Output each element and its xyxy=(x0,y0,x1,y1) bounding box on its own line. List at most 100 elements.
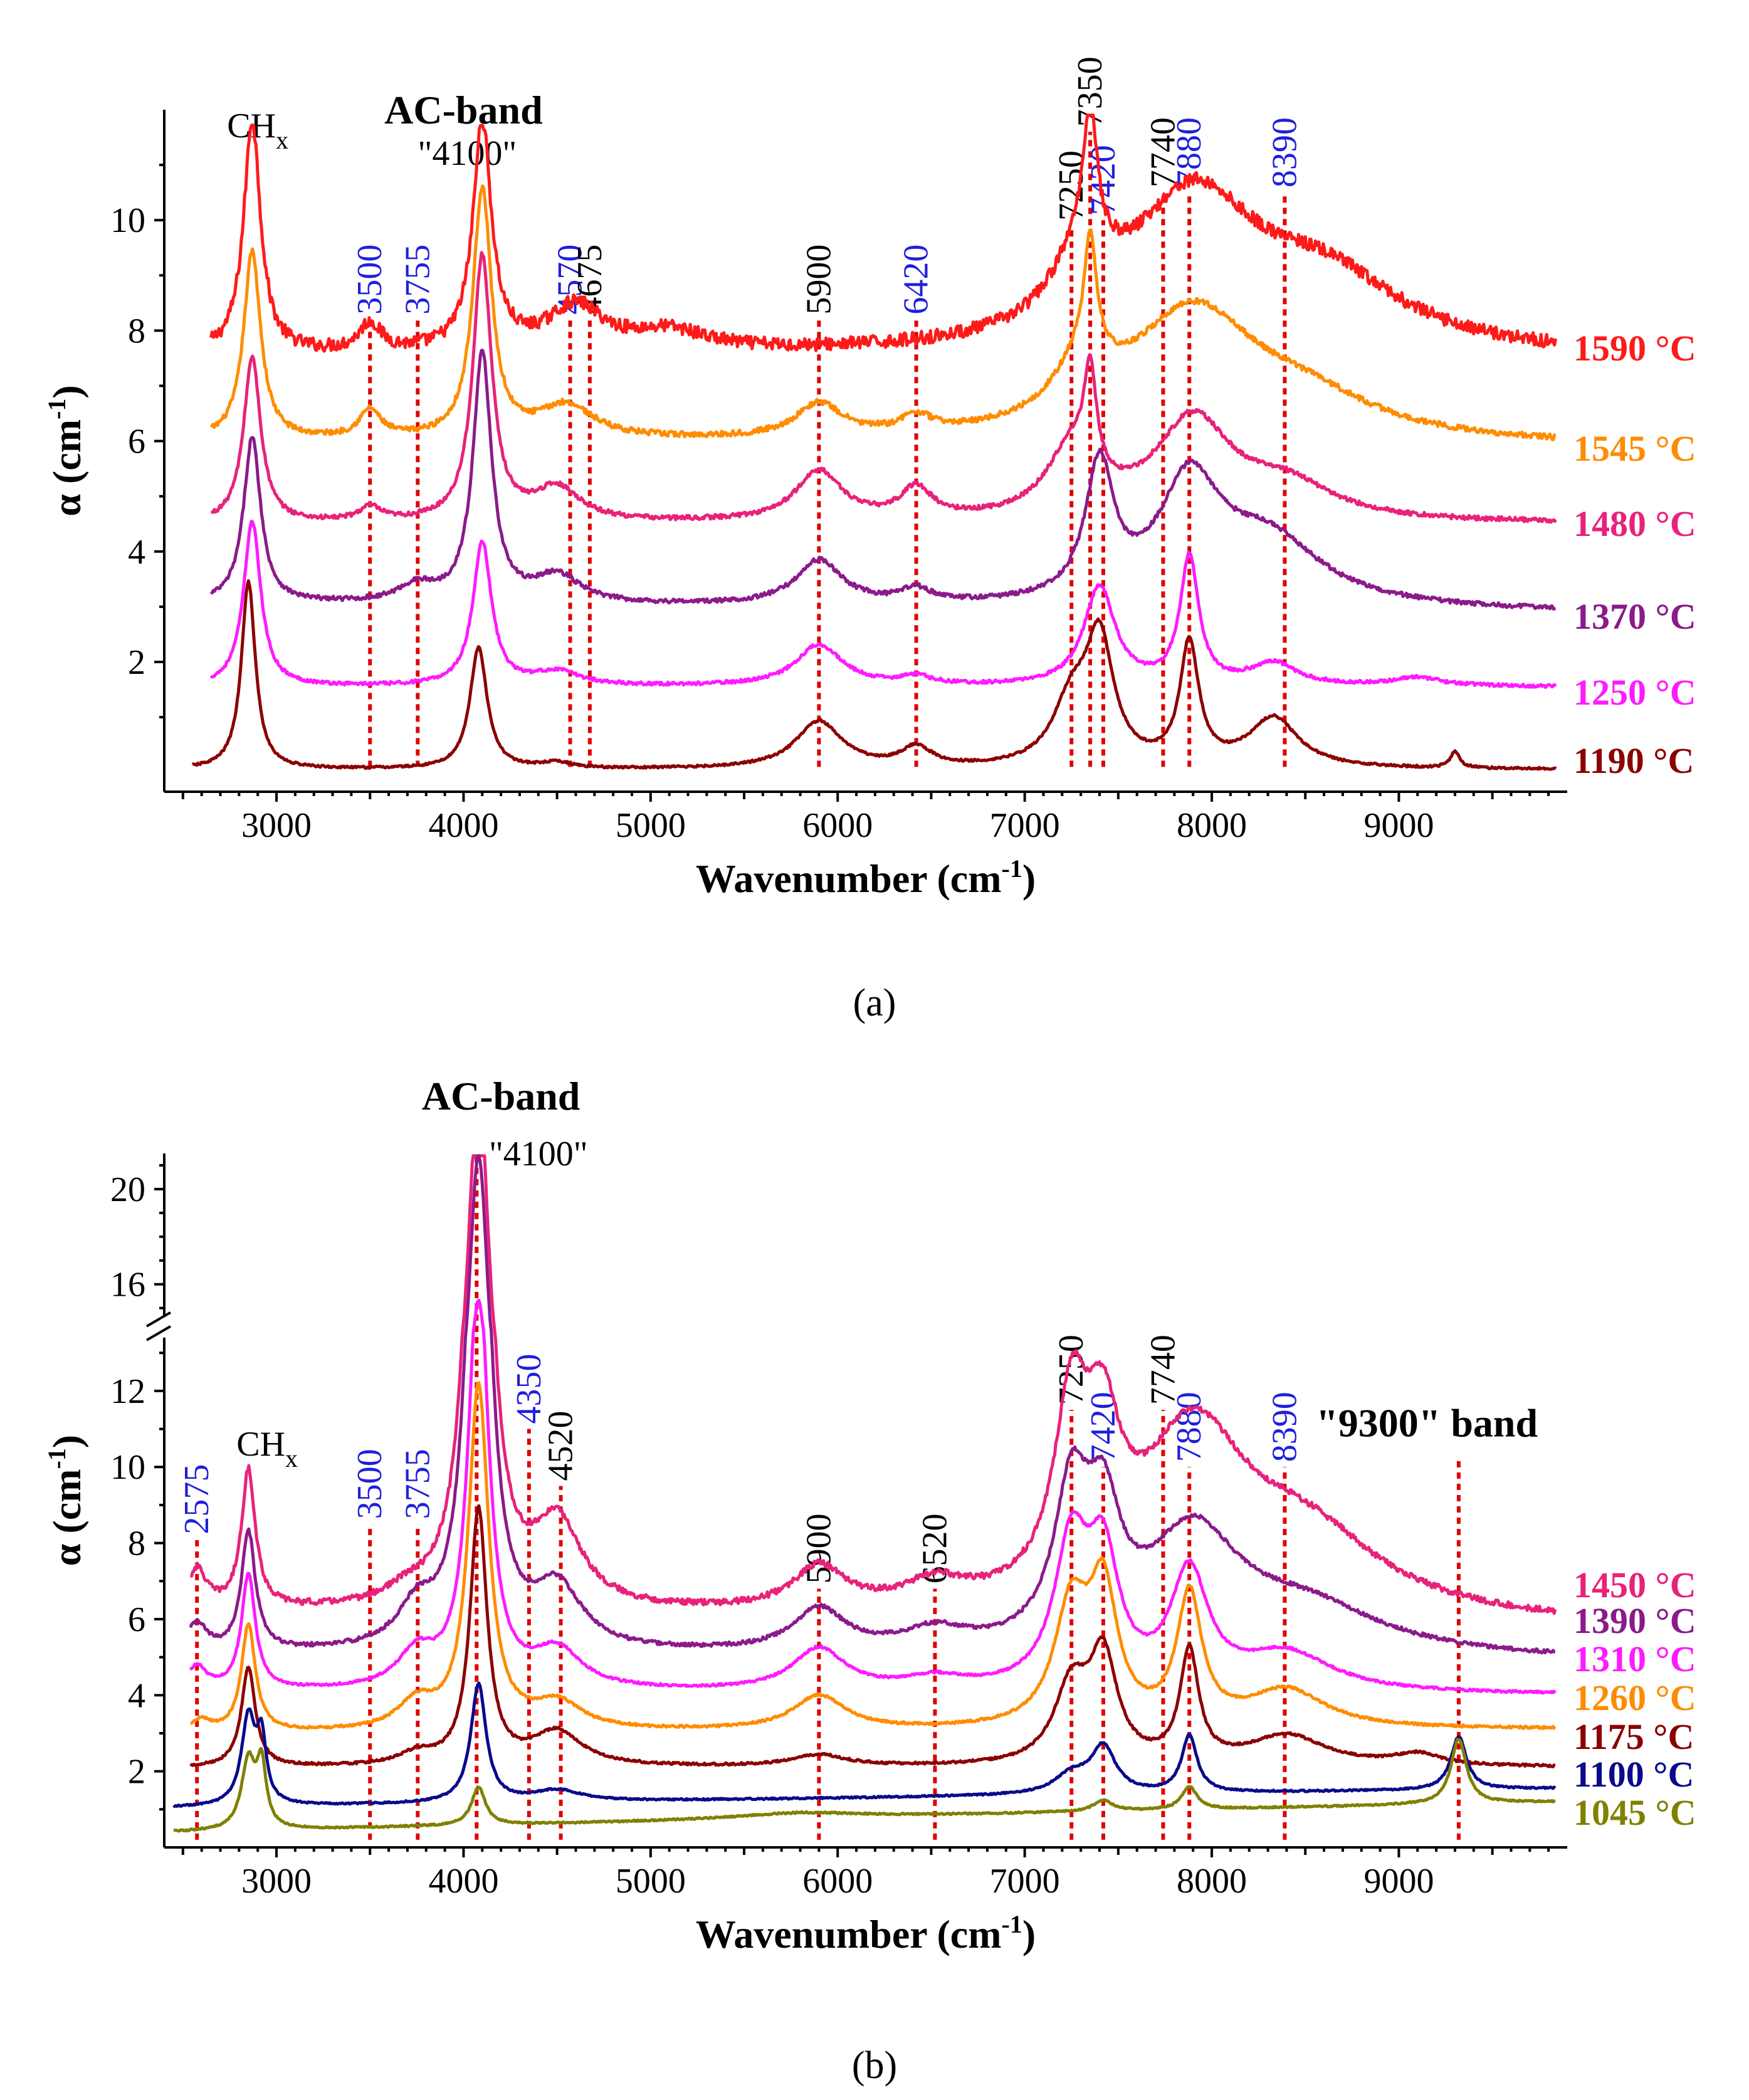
header-label: "9300" band xyxy=(1316,1401,1538,1446)
y-axis-label-text: α (cm xyxy=(45,1469,89,1566)
x-tick-label: 3000 xyxy=(241,1862,312,1901)
series-line-1250 xyxy=(209,520,1557,690)
peak-label-3755: 3755 xyxy=(398,244,437,315)
y-axis-label-close: ) xyxy=(45,385,89,398)
y-axis-label: α (cm-1) xyxy=(43,1435,89,1566)
series-label: 1310 °C xyxy=(1573,1639,1696,1679)
peak-label-3500: 3500 xyxy=(350,244,389,315)
x-tick-label: 9000 xyxy=(1363,806,1434,845)
y-tick-label: 10 xyxy=(110,201,145,240)
peak-label-7250: 7250 xyxy=(1052,150,1091,221)
header-label: CHx xyxy=(236,1425,298,1473)
series-line-1590 xyxy=(209,113,1557,353)
x-tick-label: 7000 xyxy=(990,806,1060,845)
peak-label-5900: 5900 xyxy=(799,244,838,315)
series-label: 1390 °C xyxy=(1573,1600,1696,1641)
peak-label-2575: 2575 xyxy=(177,1464,216,1534)
y-tick-label: 10 xyxy=(110,1448,145,1487)
series-label: 1370 °C xyxy=(1573,596,1696,637)
x-tick-label: 9000 xyxy=(1363,1862,1434,1901)
peak-label-7740: 7740 xyxy=(1143,117,1182,187)
series-label: 1480 °C xyxy=(1573,503,1696,544)
series-label: 1545 °C xyxy=(1573,428,1696,469)
y-axis-label-sup: -1 xyxy=(43,399,71,419)
x-tick-label: 8000 xyxy=(1177,806,1247,845)
x-tick-label: 7000 xyxy=(990,1862,1060,1901)
panel-b-label: (b) xyxy=(852,2044,897,2087)
peak-label-7420: 7420 xyxy=(1084,1392,1123,1462)
y-axis-label-close: ) xyxy=(45,1435,89,1448)
series-line-1450 xyxy=(190,1154,1557,1615)
x-tick-label: 8000 xyxy=(1177,1862,1247,1901)
x-axis-label-sup: -1 xyxy=(1002,854,1022,883)
header-label-sub: x xyxy=(276,126,288,154)
peak-label-8390: 8390 xyxy=(1265,117,1304,187)
x-axis-label-close: ) xyxy=(1022,856,1036,901)
header-label-text: "4100" xyxy=(489,1135,588,1173)
x-axis-label-text: Wavenumber (cm xyxy=(696,1912,1002,1956)
y-tick-label: 8 xyxy=(128,1525,145,1563)
axis-break-mark xyxy=(145,1325,172,1341)
y-tick-label: 2 xyxy=(128,1753,145,1792)
y-tick-label: 4 xyxy=(128,1676,145,1715)
y-tick-label: 2 xyxy=(128,643,145,682)
header-label-text: CH xyxy=(236,1425,285,1464)
header-label-sub: x xyxy=(285,1444,298,1473)
series-line-1390 xyxy=(189,1154,1556,1655)
x-tick-label: 5000 xyxy=(616,806,686,845)
y-tick-label: 12 xyxy=(110,1372,145,1411)
header-label-text: "9300" band xyxy=(1316,1401,1538,1446)
y-axis-label-text: α (cm xyxy=(45,419,89,517)
x-tick-label: 3000 xyxy=(241,806,312,845)
x-axis-label: Wavenumber (cm-1) xyxy=(696,854,1036,901)
y-tick-label: 16 xyxy=(110,1266,145,1305)
peak-label-4350: 4350 xyxy=(510,1354,549,1424)
x-tick-label: 4000 xyxy=(428,1862,498,1901)
series-label: 1100 °C xyxy=(1573,1754,1694,1795)
peak-label-3755: 3755 xyxy=(398,1449,437,1519)
series-line-1190 xyxy=(191,579,1557,771)
series-label: 1260 °C xyxy=(1573,1677,1696,1718)
series-label: 1175 °C xyxy=(1573,1716,1694,1757)
series-line-1175 xyxy=(189,1504,1556,1768)
x-axis-label-sup: -1 xyxy=(1002,1910,1022,1938)
y-tick-label: 20 xyxy=(110,1170,145,1209)
series-label: 1450 °C xyxy=(1573,1565,1696,1605)
header-label-text: AC-band xyxy=(384,88,543,132)
series-line-1480 xyxy=(210,251,1557,524)
axis-break-mark xyxy=(145,1311,172,1328)
series-label: 1190 °C xyxy=(1573,740,1694,781)
y-tick-label: 6 xyxy=(128,1600,145,1639)
header-label: "4100" xyxy=(418,134,517,173)
header-label-text: AC-band xyxy=(422,1074,580,1118)
x-axis-label: Wavenumber (cm-1) xyxy=(696,1910,1036,1956)
panel-a: 3000 4000 5000 6000 7000 8000 9000 2 4 6 8 10 Wavenu… xyxy=(43,56,1696,901)
peak-label-3500: 3500 xyxy=(350,1449,389,1519)
y-tick-label: 8 xyxy=(128,312,145,350)
header-label: AC-band xyxy=(384,88,543,132)
header-label: "4100" xyxy=(489,1135,588,1173)
peak-label-7740: 7740 xyxy=(1143,1335,1182,1405)
series-label: 1045 °C xyxy=(1573,1792,1696,1833)
header-label-text: "4100" xyxy=(418,134,517,173)
y-axis-label-sup: -1 xyxy=(43,1448,71,1469)
series-line-1260 xyxy=(190,1381,1557,1730)
y-axis-label: α (cm-1) xyxy=(43,385,89,516)
header-label: CHx xyxy=(227,107,288,154)
x-tick-label: 6000 xyxy=(802,1862,873,1901)
x-axis-label-close: ) xyxy=(1022,1912,1036,1956)
peak-label-4520: 4520 xyxy=(542,1411,580,1481)
y-tick-label: 6 xyxy=(128,423,145,461)
series-label: 1250 °C xyxy=(1573,672,1696,713)
x-axis-label-text: Wavenumber (cm xyxy=(696,856,1002,901)
peak-label-8390: 8390 xyxy=(1265,1392,1304,1462)
panel-a-label: (a) xyxy=(853,982,896,1024)
x-tick-label: 5000 xyxy=(616,1862,686,1901)
x-tick-label: 6000 xyxy=(802,806,873,845)
series-line-1310 xyxy=(189,1298,1557,1695)
panel-b: 3000 4000 5000 6000 7000 8000 9000 2 4 6 8 10 12 16 20… xyxy=(43,1074,1696,1956)
series-line-1545 xyxy=(209,184,1557,441)
peak-label-7880: 7880 xyxy=(1170,1392,1209,1462)
peak-label-6420: 6420 xyxy=(897,244,936,315)
